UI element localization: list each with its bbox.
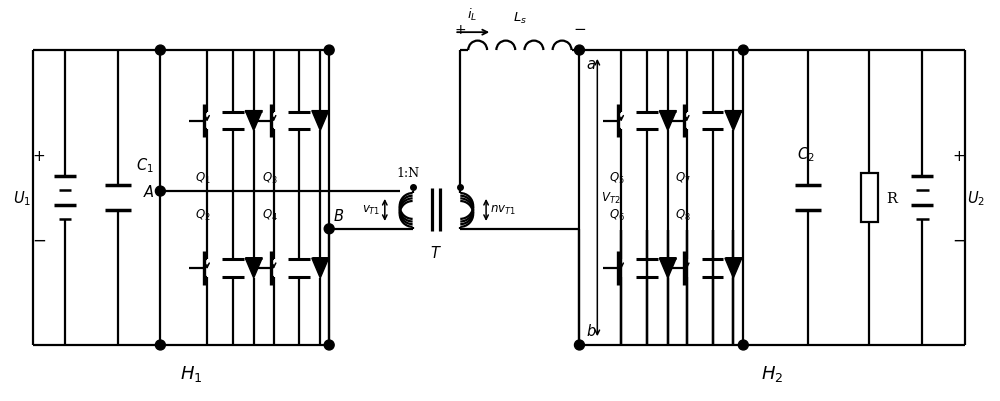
Circle shape bbox=[324, 340, 334, 350]
Circle shape bbox=[738, 340, 748, 350]
Circle shape bbox=[574, 46, 584, 56]
Polygon shape bbox=[725, 111, 742, 131]
Text: $Q_5$: $Q_5$ bbox=[609, 171, 625, 186]
Text: $A$: $A$ bbox=[143, 184, 154, 200]
Text: $v_{T1}$: $v_{T1}$ bbox=[362, 204, 381, 217]
Polygon shape bbox=[312, 259, 329, 278]
Text: $Q_7$: $Q_7$ bbox=[675, 171, 691, 186]
Polygon shape bbox=[245, 259, 262, 278]
Bar bbox=[861, 173, 878, 223]
Text: $V_{T2}$: $V_{T2}$ bbox=[601, 190, 621, 206]
Polygon shape bbox=[312, 111, 329, 131]
Text: $nv_{T1}$: $nv_{T1}$ bbox=[490, 204, 516, 217]
Text: $Q_8$: $Q_8$ bbox=[675, 208, 691, 223]
Polygon shape bbox=[659, 259, 676, 278]
Polygon shape bbox=[659, 111, 676, 131]
Text: $Q_3$: $Q_3$ bbox=[262, 171, 277, 186]
Text: $L_s$: $L_s$ bbox=[513, 11, 527, 26]
Text: −: − bbox=[573, 22, 586, 37]
Text: $a$: $a$ bbox=[586, 58, 596, 72]
Polygon shape bbox=[725, 259, 742, 278]
Text: $T$: $T$ bbox=[430, 244, 442, 260]
Circle shape bbox=[574, 340, 584, 350]
Text: 1:N: 1:N bbox=[396, 167, 419, 180]
Text: +: + bbox=[454, 23, 466, 37]
Polygon shape bbox=[245, 111, 262, 131]
Circle shape bbox=[155, 46, 165, 56]
Text: $C_1$: $C_1$ bbox=[136, 156, 153, 175]
Circle shape bbox=[155, 340, 165, 350]
Text: R: R bbox=[886, 191, 897, 205]
Text: $Q_6$: $Q_6$ bbox=[609, 208, 625, 223]
Text: +: + bbox=[952, 149, 965, 164]
Text: $Q_4$: $Q_4$ bbox=[262, 208, 278, 223]
Text: −: − bbox=[952, 231, 966, 249]
Text: $U_2$: $U_2$ bbox=[967, 189, 985, 207]
Text: $H_2$: $H_2$ bbox=[761, 363, 783, 383]
Circle shape bbox=[155, 186, 165, 196]
Text: $Q_2$: $Q_2$ bbox=[195, 208, 211, 223]
Text: $H_1$: $H_1$ bbox=[180, 363, 202, 383]
Text: $C_2$: $C_2$ bbox=[797, 145, 815, 163]
Text: $B$: $B$ bbox=[333, 207, 344, 223]
Text: $i_L$: $i_L$ bbox=[467, 7, 477, 23]
Text: $U_1$: $U_1$ bbox=[13, 189, 31, 207]
Text: +: + bbox=[33, 149, 46, 164]
Text: −: − bbox=[32, 231, 46, 249]
Circle shape bbox=[324, 46, 334, 56]
Circle shape bbox=[738, 46, 748, 56]
Text: $Q_1$: $Q_1$ bbox=[195, 171, 211, 186]
Text: $b$: $b$ bbox=[586, 322, 597, 338]
Circle shape bbox=[324, 224, 334, 234]
